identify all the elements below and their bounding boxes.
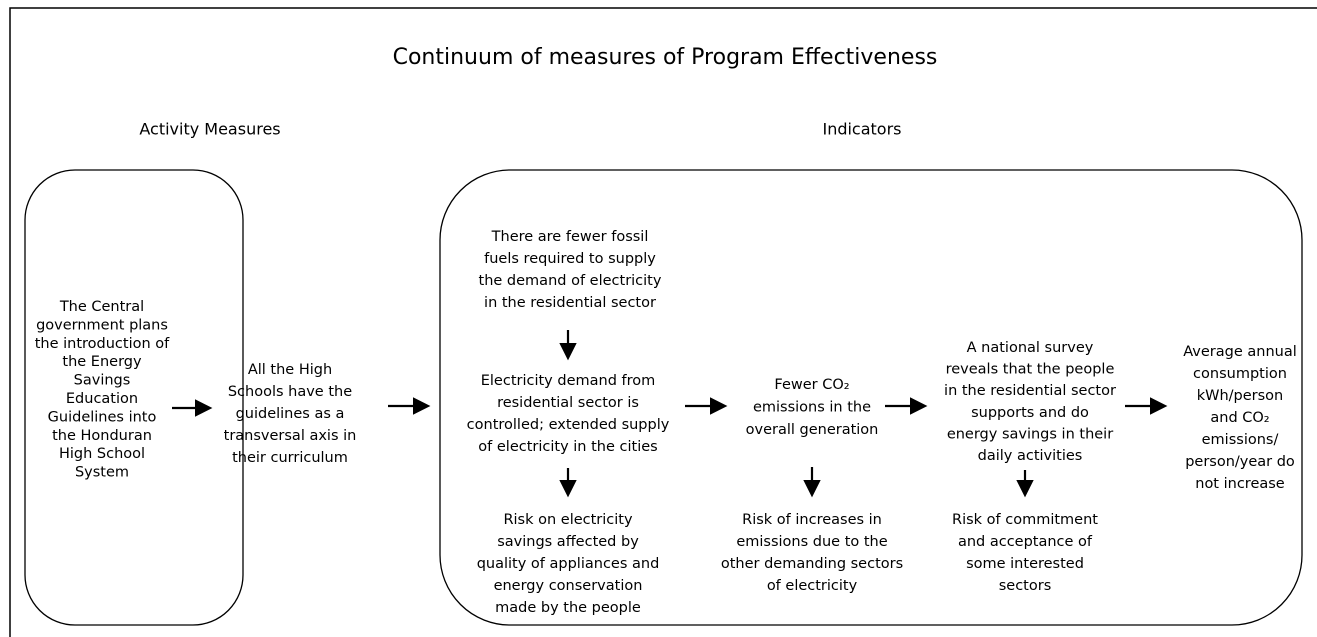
node-text: High School (59, 446, 145, 462)
node-text: overall generation (746, 422, 879, 438)
node-text: A national survey (967, 340, 1094, 356)
section-label: Activity Measures (139, 120, 280, 139)
node-text: emissions in the (753, 400, 871, 416)
node-text: kWh/person (1197, 388, 1284, 404)
node-text: Savings (74, 373, 131, 389)
node-text: quality of appliances and (477, 556, 660, 572)
frame (9, 7, 1317, 637)
node-text: of electricity (767, 578, 858, 594)
node-text: Schools have the (228, 384, 352, 400)
node-text: Risk on electricity (503, 512, 633, 528)
node-text: transversal axis in (224, 428, 357, 444)
node-text: residential sector is (497, 395, 639, 411)
node-text: reveals that the people (946, 362, 1115, 378)
node-text: savings affected by (497, 534, 639, 550)
node-text: Risk of increases in (742, 512, 882, 528)
node-text: energy savings in their (947, 426, 1113, 442)
node-text: some interested (966, 556, 1084, 572)
node-text: sectors (999, 578, 1052, 594)
node-text: guidelines as a (236, 406, 345, 422)
node-text: other demanding sectors (721, 556, 903, 572)
node-text: Fewer CO₂ (774, 377, 849, 393)
node-text: controlled; extended supply (467, 417, 670, 433)
node-text: of electricity in the cities (478, 439, 657, 455)
node-text: There are fewer fossil (491, 229, 649, 245)
section-label: Indicators (822, 120, 901, 139)
node-text: Risk of commitment (952, 512, 1098, 528)
node-text: emissions/ (1202, 432, 1279, 448)
node-text: energy conservation (494, 578, 643, 594)
node-text: the Energy (62, 354, 142, 370)
node-text: daily activities (978, 448, 1083, 464)
node-text: The Central (59, 299, 144, 315)
indicators-box (439, 169, 1303, 626)
node-text: in the residential sector (944, 383, 1116, 399)
node-text: Education (66, 391, 138, 407)
node-text: in the residential sector (484, 295, 656, 311)
node-text: Average annual (1183, 344, 1297, 360)
node-text: and CO₂ (1210, 410, 1269, 426)
activity-box (24, 169, 244, 626)
node-text: not increase (1195, 476, 1285, 492)
node-text: emissions due to the (736, 534, 887, 550)
node-text: System (75, 465, 129, 481)
node-text: the introduction of (35, 336, 170, 352)
node-text: and acceptance of (958, 534, 1093, 550)
node-text: government plans (36, 317, 168, 333)
node-text: Electricity demand from (481, 373, 656, 389)
title: Continuum of measures of Program Effecti… (393, 45, 938, 70)
node-text: All the High (248, 362, 332, 378)
node-text: made by the people (495, 600, 641, 616)
node-text: Guidelines into (48, 409, 157, 425)
node-text: person/year do (1185, 454, 1295, 470)
node-text: the demand of electricity (479, 273, 662, 289)
node-text: their curriculum (232, 450, 348, 466)
node-text: fuels required to supply (484, 251, 656, 267)
node-text: supports and do (971, 405, 1089, 421)
node-text: the Honduran (52, 428, 152, 444)
node-text: consumption (1193, 366, 1287, 382)
arrows (172, 330, 1168, 498)
